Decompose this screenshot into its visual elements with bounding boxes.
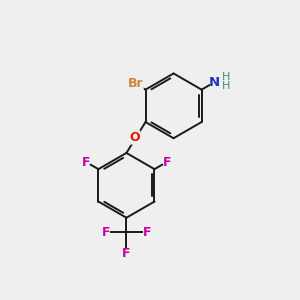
- Text: Br: Br: [128, 77, 143, 90]
- Text: F: F: [163, 156, 171, 169]
- Text: O: O: [129, 131, 140, 144]
- Text: H: H: [222, 72, 230, 82]
- Text: H: H: [222, 81, 230, 91]
- Text: F: F: [82, 156, 90, 169]
- Text: F: F: [143, 226, 151, 239]
- Text: F: F: [122, 247, 131, 260]
- Text: N: N: [208, 76, 219, 89]
- Text: F: F: [102, 226, 110, 239]
